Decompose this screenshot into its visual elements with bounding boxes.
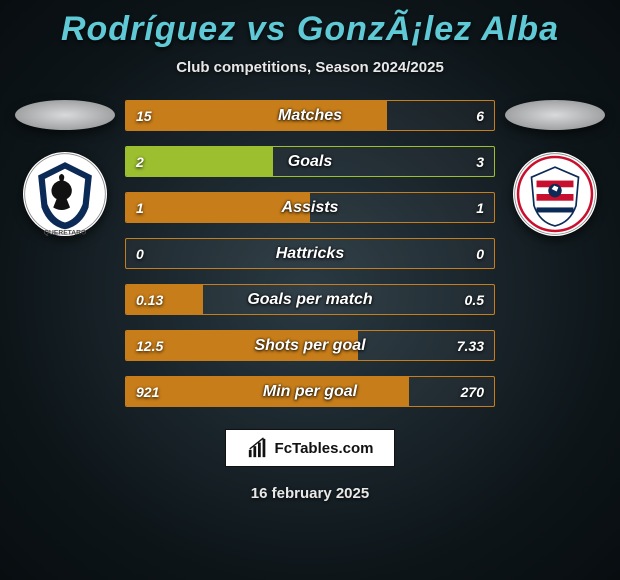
stat-label: Goals	[126, 147, 494, 176]
stat-bar: 921270Min per goal	[125, 376, 495, 407]
right-crest	[513, 152, 597, 236]
subtitle: Club competitions, Season 2024/2025	[0, 59, 620, 76]
left-crest: QUERETARO	[23, 152, 107, 236]
stat-bar: 00Hattricks	[125, 238, 495, 269]
left-spotlight	[15, 100, 115, 130]
brand-box: FcTables.com	[225, 429, 395, 467]
stat-label: Goals per match	[126, 285, 494, 314]
stat-label: Assists	[126, 193, 494, 222]
crest-icon: QUERETARO	[23, 152, 107, 236]
left-side: QUERETARO	[15, 100, 115, 236]
stat-bar: 11Assists	[125, 192, 495, 223]
brand-text: FcTables.com	[275, 440, 374, 457]
right-side	[505, 100, 605, 236]
svg-text:QUERETARO: QUERETARO	[44, 229, 86, 236]
stat-bars: 156Matches 23Goals 11Assists 00Hattricks 0.1…	[125, 100, 495, 407]
brand-icon	[247, 437, 269, 459]
stat-label: Min per goal	[126, 377, 494, 406]
stat-bar: 156Matches	[125, 100, 495, 131]
page-title: Rodríguez vs GonzÃ¡lez Alba	[0, 0, 620, 49]
stat-bar: 0.130.5Goals per match	[125, 284, 495, 315]
stat-label: Shots per goal	[126, 331, 494, 360]
date-text: 16 february 2025	[0, 485, 620, 502]
stat-bar: 12.57.33Shots per goal	[125, 330, 495, 361]
right-spotlight	[505, 100, 605, 130]
stat-label: Hattricks	[126, 239, 494, 268]
crest-icon	[513, 152, 597, 236]
comparison-wrap: QUERETARO 156Matches 23Goals 11Assists 00Ha…	[0, 100, 620, 407]
stat-bar: 23Goals	[125, 146, 495, 177]
stat-label: Matches	[126, 101, 494, 130]
